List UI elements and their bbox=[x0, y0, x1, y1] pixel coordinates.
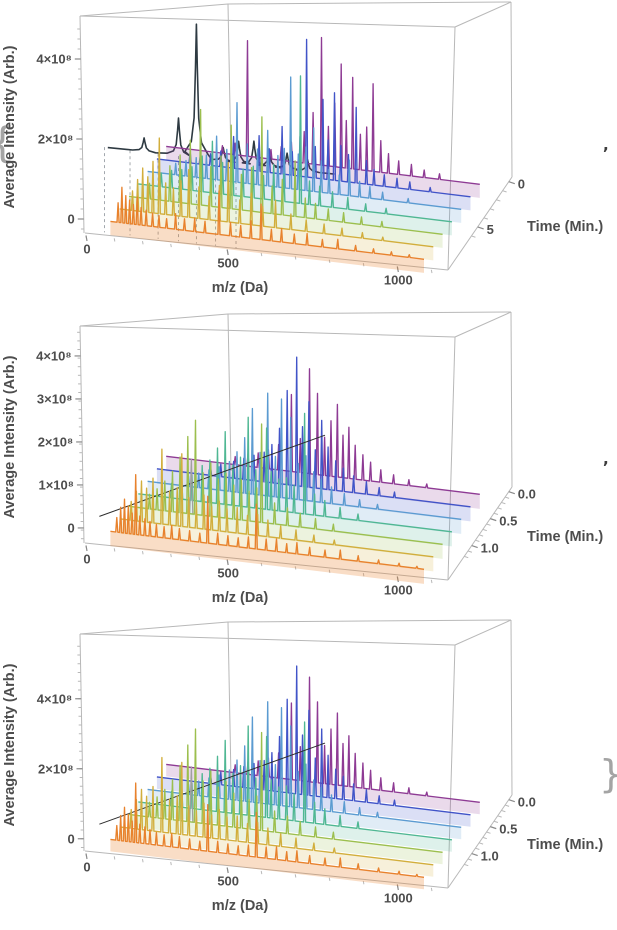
mz-axis-label: m/z (Da) bbox=[212, 590, 269, 606]
svg-text:4×10⁸: 4×10⁸ bbox=[36, 348, 71, 363]
svg-text:0: 0 bbox=[83, 860, 90, 875]
series-teal-t0.6 bbox=[138, 721, 452, 852]
mz-axis: 0 500 1000 m/z (Da) bbox=[83, 853, 433, 914]
svg-text:1000: 1000 bbox=[384, 272, 413, 287]
svg-text:0: 0 bbox=[68, 212, 75, 227]
list-separator-2: , bbox=[603, 450, 609, 468]
mz-axis: 0 500 1000 m/z (Da) bbox=[83, 235, 433, 296]
series-lightblue-t2 bbox=[147, 76, 462, 223]
series-orange-t1.2 bbox=[110, 782, 425, 890]
plot-1-canvas: 0 2×10⁸ 4×10⁸ Average Intensity (Arb.) 0 500 1… bbox=[2, 1, 603, 296]
series-blue-t0.2 bbox=[156, 356, 471, 522]
svg-text:500: 500 bbox=[217, 256, 239, 271]
svg-text:5: 5 bbox=[487, 222, 494, 237]
plot-2-canvas: 0 1×10⁸ 2×10⁸ 3×10⁸ 4×10⁸ Average Intensity (… bbox=[2, 311, 603, 606]
svg-text:0.5: 0.5 bbox=[499, 514, 517, 529]
series-purple-t0 bbox=[166, 36, 480, 198]
svg-text:0: 0 bbox=[518, 177, 525, 192]
series-orange-t6 bbox=[110, 186, 425, 273]
series-green-t4 bbox=[128, 108, 443, 248]
svg-text:2×10⁸: 2×10⁸ bbox=[38, 434, 73, 449]
list-separator-1: , bbox=[603, 136, 609, 154]
svg-text:0: 0 bbox=[67, 520, 74, 535]
z-axis-label: Average Intensity (Arb.) bbox=[2, 45, 18, 208]
svg-text:0.0: 0.0 bbox=[518, 795, 536, 810]
series-gold-t5 bbox=[119, 137, 434, 261]
svg-text:1×10⁸: 1×10⁸ bbox=[38, 477, 73, 492]
plot-2-waterfall-chart: 0 1×10⁸ 2×10⁸ 3×10⁸ 4×10⁸ Average Intensity (… bbox=[0, 310, 617, 622]
svg-text:0: 0 bbox=[68, 831, 75, 846]
svg-text:2×10⁸: 2×10⁸ bbox=[38, 132, 73, 147]
z-axis: 0 2×10⁸ 4×10⁸ Average Intensity (Arb.) bbox=[2, 645, 84, 848]
svg-text:1.0: 1.0 bbox=[481, 541, 499, 556]
series-blue-t1 bbox=[156, 38, 471, 211]
list-open-brace: { bbox=[0, 118, 16, 167]
series-orange-t1.2 bbox=[110, 474, 425, 584]
time-axis: 0 5 Time (Min.) bbox=[471, 177, 603, 238]
time-axis-label: Time (Min.) bbox=[527, 219, 603, 235]
plot-3-canvas: 0 2×10⁸ 4×10⁸ Average Intensity (Arb.) 0 500 1… bbox=[2, 619, 603, 914]
svg-text:3×10⁸: 3×10⁸ bbox=[37, 391, 72, 406]
time-axis-label: Time (Min.) bbox=[527, 837, 603, 853]
z-axis: 0 2×10⁸ 4×10⁸ Average Intensity (Arb.) bbox=[2, 28, 84, 230]
svg-text:0: 0 bbox=[83, 242, 90, 257]
time-axis-label: Time (Min.) bbox=[527, 529, 603, 545]
mz-axis-label: m/z (Da) bbox=[212, 280, 269, 296]
svg-text:0.0: 0.0 bbox=[518, 487, 536, 502]
mz-axis-label: m/z (Da) bbox=[212, 898, 269, 914]
plot-1-waterfall-chart: 0 2×10⁸ 4×10⁸ Average Intensity (Arb.) 0 500 1… bbox=[0, 0, 617, 312]
box-frame bbox=[79, 311, 513, 581]
svg-text:1000: 1000 bbox=[384, 890, 413, 905]
svg-text:500: 500 bbox=[217, 874, 239, 889]
svg-text:2×10⁸: 2×10⁸ bbox=[38, 761, 73, 776]
series-gold-t1 bbox=[119, 448, 434, 572]
time-axis: 0.00.51.0 Time (Min.) bbox=[464, 795, 603, 867]
series-gold-t1 bbox=[119, 756, 434, 877]
overlay-ghost-peak bbox=[189, 458, 194, 515]
list-close-brace: } bbox=[599, 752, 617, 796]
svg-text:4×10⁸: 4×10⁸ bbox=[36, 52, 71, 67]
time-axis: 0.00.51.0 Time (Min.) bbox=[464, 487, 603, 559]
z-axis-label: Average Intensity (Arb.) bbox=[2, 663, 18, 826]
box-frame bbox=[79, 1, 513, 271]
svg-text:0.5: 0.5 bbox=[499, 822, 517, 837]
svg-text:4×10⁸: 4×10⁸ bbox=[37, 691, 72, 706]
svg-text:1.0: 1.0 bbox=[481, 849, 499, 864]
svg-text:500: 500 bbox=[217, 566, 239, 581]
svg-text:1000: 1000 bbox=[384, 582, 413, 597]
z-axis: 0 1×10⁸ 2×10⁸ 3×10⁸ 4×10⁸ Average Intensity (… bbox=[2, 331, 84, 540]
mz-axis: 0 500 1000 m/z (Da) bbox=[83, 545, 433, 606]
svg-text:0: 0 bbox=[83, 552, 90, 567]
overlay-ghost-peak bbox=[189, 766, 194, 823]
series-teal-t0.6 bbox=[138, 412, 452, 547]
series-blue-t0.2 bbox=[156, 665, 471, 827]
z-axis-label: Average Intensity (Arb.) bbox=[2, 355, 18, 518]
plot-3-waterfall-chart: 0 2×10⁸ 4×10⁸ Average Intensity (Arb.) 0 500 1… bbox=[0, 618, 617, 930]
